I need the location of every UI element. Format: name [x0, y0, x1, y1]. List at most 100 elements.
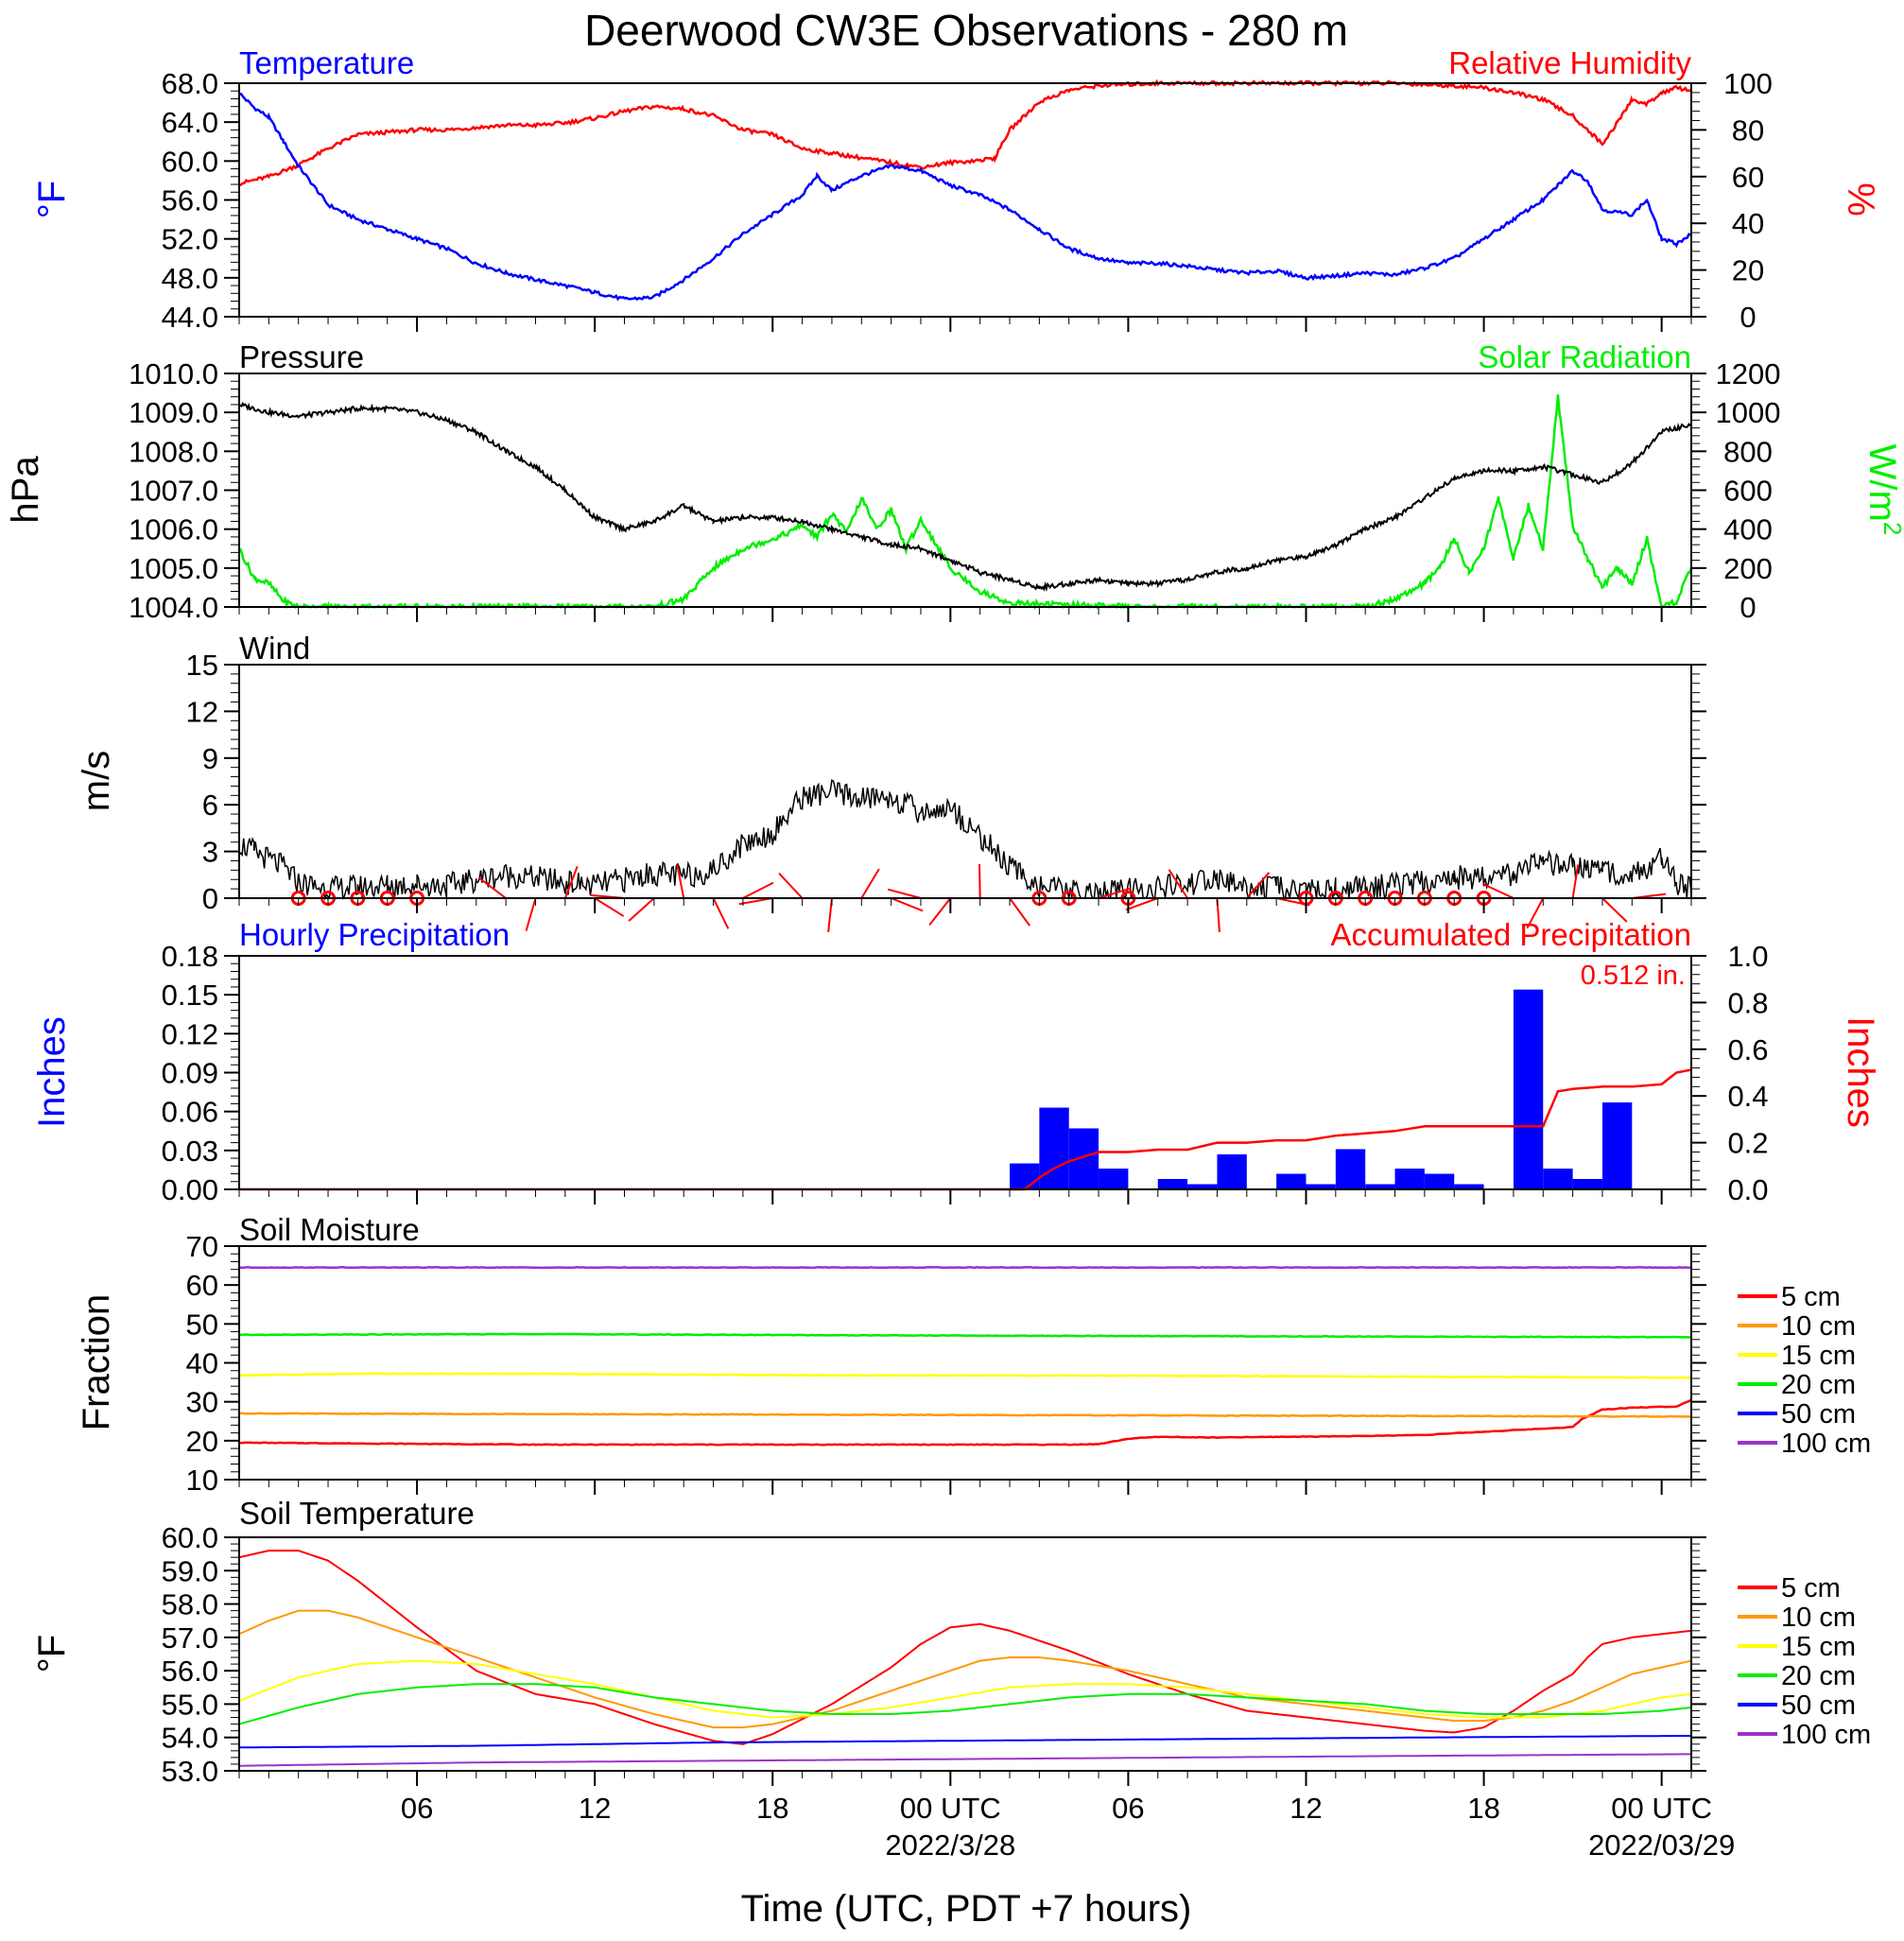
humidity-unit-label: %: [1840, 182, 1881, 217]
wind-barb: [628, 897, 655, 922]
legend-label: 5 cm: [1781, 1573, 1841, 1603]
pressure-title: Pressure: [239, 339, 364, 374]
hourly-precip-bar: [1513, 989, 1544, 1189]
right-tick-label: 0: [1740, 301, 1756, 334]
figure-title: Deerwood CW3E Observations - 280 m: [584, 6, 1348, 55]
wind-barb: [1275, 897, 1310, 907]
left-tick-label: 20: [186, 1425, 218, 1458]
left-tick-label: 0.00: [162, 1173, 218, 1206]
wind-barb: [1601, 897, 1628, 923]
left-tick-label: 0.12: [162, 1017, 218, 1050]
hourly-precip-bar: [1601, 1102, 1633, 1189]
right-tick-label: 1000: [1716, 396, 1781, 429]
x-axis-title: Time (UTC, PDT +7 hours): [741, 1888, 1192, 1930]
wind-barb: [525, 897, 537, 931]
right-tick-label: 0.4: [1727, 1080, 1768, 1113]
hourly-precip-bar: [1365, 1184, 1395, 1189]
left-tick-label: 59.0: [162, 1554, 218, 1587]
left-tick-label: 9: [202, 742, 218, 775]
soil-temperature-line: [238, 1550, 1692, 1745]
left-tick-label: 1009.0: [129, 396, 218, 429]
wind-barb: [1125, 897, 1159, 911]
wind-frame: [238, 664, 1692, 899]
right-tick-label: 80: [1732, 113, 1764, 147]
wind-barb: [778, 872, 804, 899]
pressure-unit-label: hPa: [5, 456, 46, 524]
soil-temperature-line: [238, 1683, 1692, 1725]
wind-barb: [860, 868, 880, 899]
soil-moisture-line: [239, 1332, 1692, 1339]
hourly-precip-bar: [1454, 1184, 1484, 1189]
wind-title: Wind: [239, 631, 310, 666]
hourly-precip-bar: [1543, 1169, 1573, 1189]
left-tick-label: 1008.0: [129, 435, 218, 468]
wind-barb: [1481, 882, 1515, 899]
soil-temperature-panel: 53.054.055.056.057.058.059.060.0 5 cm10 …: [31, 1496, 1871, 1788]
solar-unit-base: W/m: [1861, 444, 1903, 522]
right-tick-label: 20: [1732, 254, 1764, 287]
wind-barb: [1571, 864, 1580, 899]
left-tick-label: 0.03: [162, 1135, 218, 1168]
wind-panel: 0 3 6 9 12 15 Wind m/s: [76, 631, 1706, 932]
solar-title: Solar Radiation: [1478, 339, 1691, 374]
left-tick-label: 56.0: [162, 1655, 218, 1688]
wind-barb: [978, 863, 981, 899]
x-tick-label: 12: [1290, 1792, 1322, 1825]
left-tick-label: 15: [186, 649, 218, 682]
soil-temperature-line: [239, 1753, 1691, 1767]
pressure-solar-panel: 1004.0 1005.0 1006.0 1007.0 1008.0 1009.0 1010…: [5, 339, 1904, 624]
right-tick-label: 0.0: [1727, 1173, 1768, 1206]
left-tick-label: 58.0: [162, 1588, 218, 1621]
left-tick-label: 55.0: [162, 1688, 218, 1721]
left-tick-label: 64.0: [162, 106, 218, 139]
left-tick-label: 0.15: [162, 979, 218, 1012]
soil-temperature-title: Soil Temperature: [239, 1496, 475, 1531]
hourly-precip-bar: [1039, 1107, 1069, 1189]
right-tick-label: 1200: [1716, 357, 1781, 390]
wind-barb: [1246, 872, 1271, 899]
hourly-precip-bar: [1572, 1179, 1602, 1189]
wind-barb: [563, 866, 579, 899]
left-tick-label: 57.0: [162, 1621, 218, 1655]
wind-barb: [891, 897, 924, 912]
temperature-line: [238, 93, 1692, 302]
left-tick-label: 56.0: [162, 184, 218, 217]
right-tick-label: 600: [1723, 475, 1773, 508]
left-tick-label: 0.06: [162, 1096, 218, 1129]
legend-label: 20 cm: [1781, 1661, 1856, 1691]
x-tick-label: 12: [579, 1792, 611, 1825]
left-tick-label: 40: [186, 1347, 218, 1380]
wind-barb: [928, 897, 952, 926]
soil-temperature-unit-label: °F: [31, 1635, 73, 1672]
wind-barb: [1526, 897, 1545, 929]
solar-unit-label: W/m2: [1861, 444, 1904, 536]
legend-label: 100 cm: [1781, 1429, 1871, 1459]
legend-label: 10 cm: [1781, 1311, 1856, 1342]
left-tick-label: 52.0: [162, 223, 218, 256]
accum-precip-title: Accumulated Precipitation: [1330, 917, 1691, 952]
right-tick-label: 0.8: [1727, 986, 1768, 1019]
x-date-label: 2022/03/29: [1588, 1828, 1735, 1862]
temperature-unit-label: °F: [31, 181, 73, 218]
wind-barb: [712, 897, 730, 929]
right-tick-label: 0: [1740, 591, 1756, 624]
soil-moisture-unit-label: Fraction: [76, 1294, 117, 1431]
accum-precip-unit-label: Inches: [1840, 1016, 1881, 1128]
wind-barb: [1168, 869, 1188, 899]
wind-barb: [887, 888, 922, 899]
soil-moisture-line: [238, 1412, 1692, 1418]
wind-unit-label: m/s: [76, 751, 117, 811]
legend-label: 100 cm: [1781, 1720, 1871, 1750]
soil-moisture-line: [238, 1266, 1692, 1270]
left-tick-label: 44.0: [162, 301, 218, 334]
hourly-precip-bar: [1099, 1169, 1129, 1189]
x-tick-label: 06: [401, 1792, 433, 1825]
left-tick-label: 6: [202, 789, 218, 822]
right-tick-label: 400: [1723, 513, 1773, 546]
right-tick-label: 800: [1723, 435, 1773, 468]
x-tick-label: 18: [756, 1792, 788, 1825]
left-tick-label: 60: [186, 1269, 218, 1302]
